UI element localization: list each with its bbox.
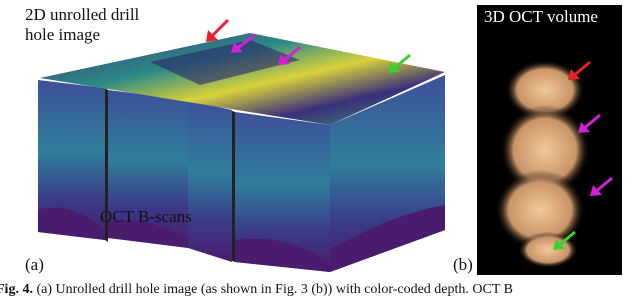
panel-label: (b) xyxy=(453,255,473,274)
top-label: hole image xyxy=(25,25,100,44)
volume-title: 3D OCT volume xyxy=(484,7,598,26)
arrows-b xyxy=(553,60,613,250)
surface-shade xyxy=(150,40,300,85)
caption-prefix: Fig. 4. xyxy=(0,282,33,297)
arrows-a xyxy=(206,18,411,73)
caption-text: (a) Unrolled drill hole image (as shown … xyxy=(36,282,513,297)
caption: Fig. 4. (a) Unrolled drill hole image (a… xyxy=(0,282,513,297)
bottom-label: OCT B-scans xyxy=(100,207,192,226)
b-scans xyxy=(38,75,445,272)
top-label: 2D unrolled drill xyxy=(25,5,140,24)
unrolled-surface xyxy=(40,33,445,125)
panel-label: (a) xyxy=(25,255,44,274)
